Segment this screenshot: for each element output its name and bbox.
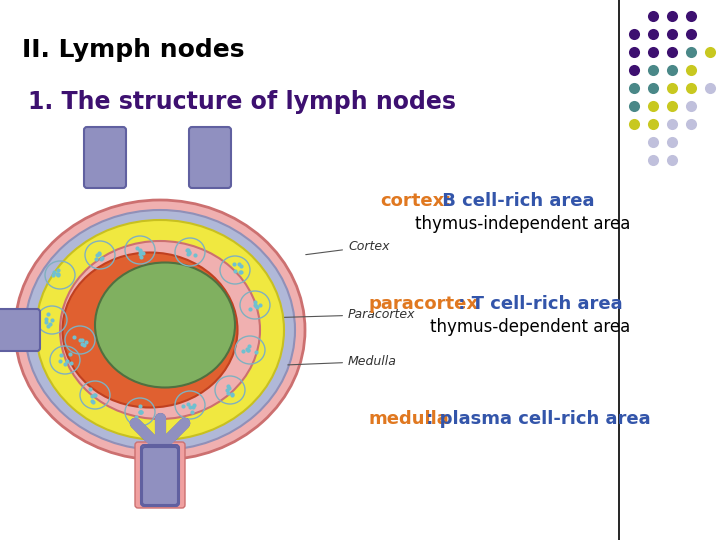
Text: 1. The structure of lymph nodes: 1. The structure of lymph nodes	[28, 90, 456, 114]
Text: II. Lymph nodes: II. Lymph nodes	[22, 38, 245, 62]
Text: thymus-dependent area: thymus-dependent area	[430, 318, 630, 336]
Text: : plasma cell-rich area: : plasma cell-rich area	[420, 410, 651, 428]
Ellipse shape	[25, 210, 295, 450]
Ellipse shape	[36, 220, 284, 440]
Text: thymus-independent area: thymus-independent area	[415, 215, 631, 233]
FancyBboxPatch shape	[135, 442, 185, 508]
Text: paracortex: paracortex	[368, 295, 478, 313]
Ellipse shape	[60, 241, 260, 419]
FancyBboxPatch shape	[84, 127, 126, 188]
Text: Medulla: Medulla	[288, 355, 397, 368]
FancyBboxPatch shape	[141, 445, 179, 506]
Text: cortex:: cortex:	[380, 192, 451, 210]
Text: Paracortex: Paracortex	[265, 308, 415, 321]
Text: B cell-rich area: B cell-rich area	[436, 192, 595, 210]
FancyBboxPatch shape	[0, 309, 40, 351]
FancyBboxPatch shape	[142, 447, 178, 505]
Text: Cortex: Cortex	[306, 240, 390, 255]
Ellipse shape	[63, 253, 238, 408]
Wedge shape	[177, 256, 235, 394]
Ellipse shape	[15, 200, 305, 460]
Text: : T cell-rich area: : T cell-rich area	[452, 295, 623, 313]
Text: medulla: medulla	[368, 410, 449, 428]
FancyBboxPatch shape	[189, 127, 231, 188]
Ellipse shape	[95, 262, 235, 388]
